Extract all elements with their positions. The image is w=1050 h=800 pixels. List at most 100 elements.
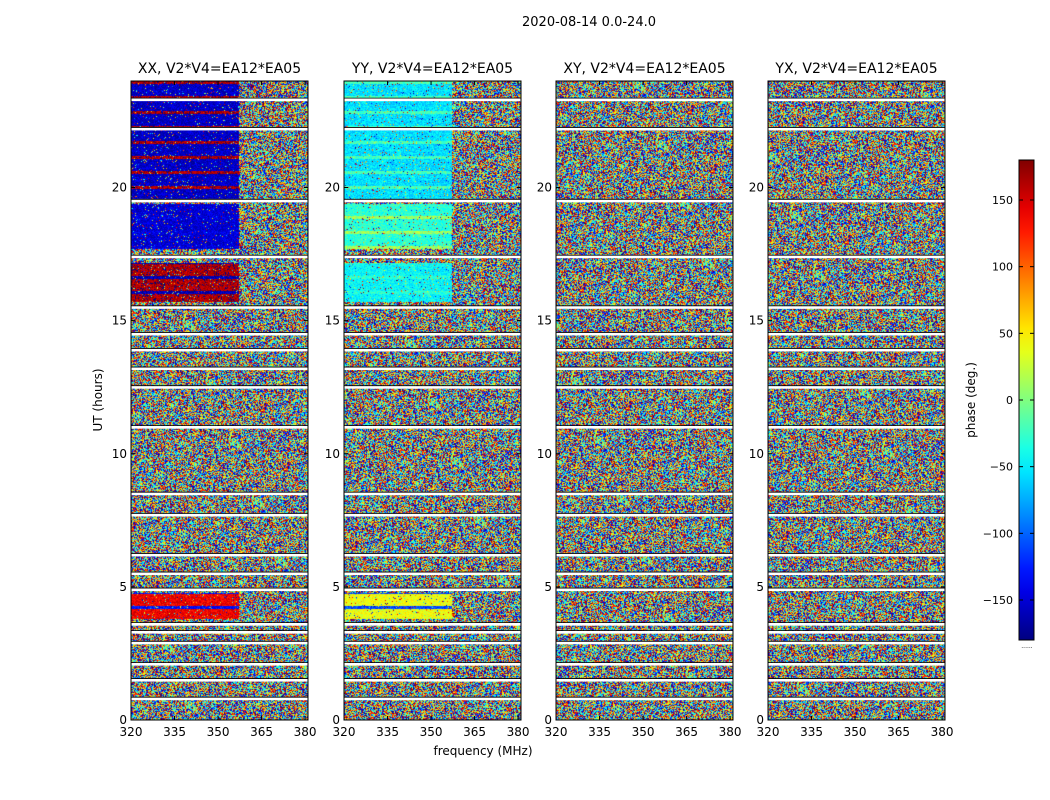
flag-gap xyxy=(768,572,945,576)
flag-gap xyxy=(344,199,521,203)
colorbar: −150 −100 −50 0 50 100 150 xyxy=(983,159,1035,641)
x-tick-label: 380 xyxy=(294,725,317,739)
flag-gap xyxy=(131,332,308,336)
x-axis-label: frequency (MHz) xyxy=(433,744,532,758)
x-tick-label: 350 xyxy=(420,725,443,739)
y-tick-label: 10 xyxy=(112,447,127,461)
flag-gap xyxy=(768,641,945,645)
flag-gap xyxy=(768,492,945,496)
flag-gap xyxy=(556,572,733,576)
panel-3: XY, V2*V4=EA12*EA05 320 335 350 365 380 0 5 10 15… xyxy=(537,61,742,739)
x-tick-label: 335 xyxy=(163,725,186,739)
flag-gap xyxy=(344,553,521,557)
flag-gap xyxy=(344,492,521,496)
flag-gap xyxy=(344,678,521,682)
flag-gap xyxy=(556,98,733,102)
flag-gap xyxy=(131,255,308,259)
y-tick-label: 15 xyxy=(749,314,764,328)
y-tick-label: 20 xyxy=(325,181,340,195)
y-tick-label: 0 xyxy=(544,713,552,727)
flag-gap xyxy=(344,305,521,309)
flag-gap xyxy=(131,588,308,592)
y-tick-label: 15 xyxy=(112,314,127,328)
flag-gap xyxy=(556,255,733,259)
flag-gap xyxy=(768,622,945,626)
flag-gap xyxy=(131,367,308,371)
flag-gap xyxy=(768,678,945,682)
flag-gap xyxy=(131,662,308,666)
flag-gap xyxy=(768,367,945,371)
panel-4: YX, V2*V4=EA12*EA05 320 335 350 365 380 0 5 10 15… xyxy=(749,61,954,739)
flag-gap xyxy=(768,630,945,634)
flag-gap xyxy=(556,513,733,517)
flag-gap xyxy=(131,641,308,645)
flag-gap xyxy=(344,697,521,701)
flag-gap xyxy=(556,492,733,496)
flag-gap xyxy=(768,199,945,203)
flag-gap xyxy=(768,348,945,352)
flag-gap xyxy=(344,513,521,517)
flag-gap xyxy=(556,678,733,682)
axes-frame xyxy=(130,80,309,721)
heatmap-raster xyxy=(768,81,945,720)
flag-gap xyxy=(131,127,308,131)
flag-gap xyxy=(344,662,521,666)
flag-gap xyxy=(556,697,733,701)
x-tick-label: 365 xyxy=(887,725,910,739)
flag-gap xyxy=(768,98,945,102)
y-tick-label: 10 xyxy=(325,447,340,461)
flag-gap xyxy=(131,305,308,309)
flag-gap xyxy=(768,332,945,336)
x-tick-label: 320 xyxy=(333,725,356,739)
flag-gap xyxy=(768,305,945,309)
colorbar-tick-label: −50 xyxy=(990,461,1013,474)
flag-gap xyxy=(344,622,521,626)
y-tick-label: 5 xyxy=(756,580,764,594)
colorbar-footnote: ...... xyxy=(1021,643,1033,650)
panel-title: XX, V2*V4=EA12*EA05 xyxy=(138,61,301,77)
y-tick-label: 20 xyxy=(749,181,764,195)
flag-gap xyxy=(131,630,308,634)
flag-gap xyxy=(556,588,733,592)
flag-gap xyxy=(556,367,733,371)
x-tick-label: 350 xyxy=(844,725,867,739)
panel-title: YX, V2*V4=EA12*EA05 xyxy=(774,61,937,77)
flag-gap xyxy=(131,572,308,576)
x-tick-label: 380 xyxy=(719,725,742,739)
flag-gap xyxy=(131,348,308,352)
flag-gap xyxy=(556,641,733,645)
flag-gap xyxy=(768,662,945,666)
y-tick-label: 10 xyxy=(749,447,764,461)
flag-gap xyxy=(768,425,945,429)
colorbar-tick-label: −100 xyxy=(983,527,1013,540)
figure-suptitle: 2020-08-14 0.0-24.0 xyxy=(522,15,656,30)
flag-gap xyxy=(131,622,308,626)
x-tick-label: 350 xyxy=(207,725,230,739)
flag-gap xyxy=(556,385,733,389)
x-tick-label: 350 xyxy=(632,725,655,739)
x-tick-label: 320 xyxy=(757,725,780,739)
flag-gap xyxy=(556,305,733,309)
x-tick-label: 365 xyxy=(675,725,698,739)
colorbar-tick-label: 100 xyxy=(992,261,1013,274)
y-tick-label: 0 xyxy=(332,713,340,727)
x-tick-label: 365 xyxy=(463,725,486,739)
y-tick-label: 15 xyxy=(537,314,552,328)
flag-gap xyxy=(344,588,521,592)
panel-2: YY, V2*V4=EA12*EA05 320 335 350 365 380 0 5 10 15… xyxy=(325,61,530,739)
panel-1: XX, V2*V4=EA12*EA05 320 335 350 365 380 0 5 10 15… xyxy=(112,61,317,739)
y-axis-label: UT (hours) xyxy=(91,368,105,431)
x-tick-label: 365 xyxy=(250,725,273,739)
x-tick-label: 380 xyxy=(931,725,954,739)
flag-gap xyxy=(556,630,733,634)
heatmap-raster xyxy=(344,81,521,720)
flag-gap xyxy=(556,127,733,131)
flag-gap xyxy=(556,332,733,336)
flag-gap xyxy=(768,127,945,131)
colorbar-tick-label: 150 xyxy=(992,194,1013,207)
flag-gap xyxy=(131,385,308,389)
x-tick-label: 380 xyxy=(507,725,530,739)
x-tick-label: 320 xyxy=(545,725,568,739)
flag-gap xyxy=(344,572,521,576)
